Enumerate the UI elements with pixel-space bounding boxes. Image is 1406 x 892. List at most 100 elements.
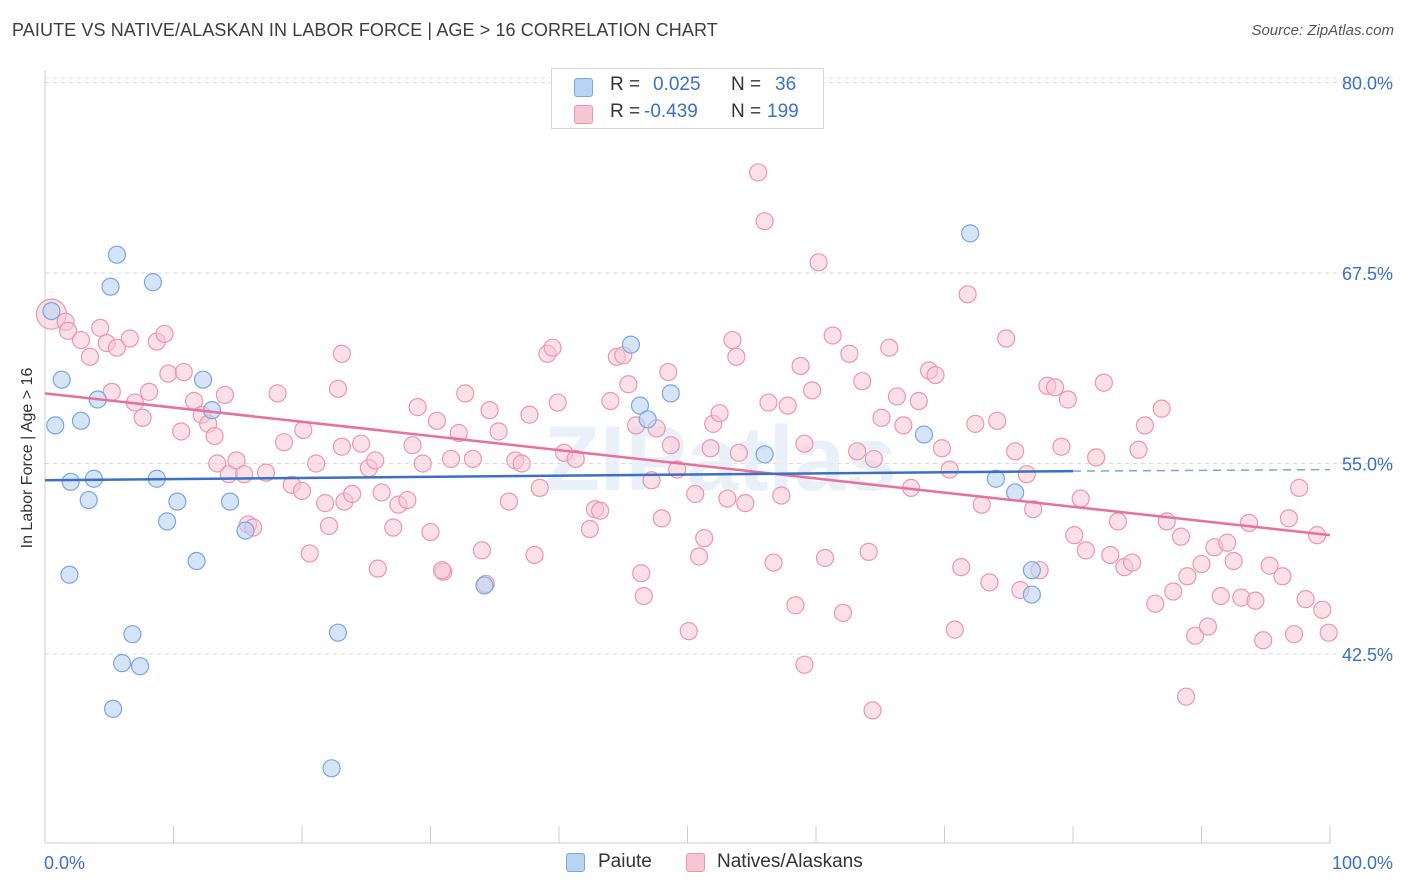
natives-point: [1052, 437, 1071, 456]
natives-point: [997, 329, 1016, 348]
natives-point: [294, 420, 313, 440]
legend-natives-label: Natives/Alaskans: [717, 851, 863, 872]
paiute-point: [46, 416, 65, 435]
paiute-point: [60, 565, 79, 584]
natives-point: [159, 364, 178, 383]
natives-trend-line: [44, 392, 1331, 537]
natives-point: [384, 518, 403, 537]
n-value-paiute: 36: [775, 74, 797, 95]
natives-point: [749, 163, 768, 182]
natives-point: [795, 434, 814, 453]
natives-point: [71, 330, 91, 350]
natives-point: [945, 620, 964, 639]
r-value-paiute: 0.025: [653, 74, 701, 95]
natives-point: [727, 347, 746, 366]
natives-point: [661, 436, 680, 455]
natives-point: [786, 596, 805, 615]
natives-point: [107, 338, 127, 357]
natives-point: [952, 558, 971, 577]
paiute-point: [755, 445, 774, 464]
natives-point: [686, 484, 705, 504]
paiute-point: [475, 576, 494, 595]
natives-point: [778, 396, 797, 415]
natives-point: [695, 529, 714, 548]
natives-point: [512, 454, 531, 473]
natives-point: [591, 501, 610, 520]
natives-point: [1087, 448, 1106, 467]
natives-point: [1313, 600, 1332, 619]
r-value-natives: -0.439: [644, 101, 698, 122]
paiute-point: [42, 302, 61, 321]
natives-point: [1218, 533, 1237, 552]
natives-point: [441, 449, 461, 469]
y-tick-label: 80.0%: [1342, 74, 1393, 94]
paiute-point: [961, 224, 980, 243]
natives-point: [413, 454, 432, 473]
y-tick-label: 42.5%: [1342, 645, 1393, 665]
natives-point: [958, 285, 977, 304]
natives-point: [1279, 509, 1298, 528]
x-tick-label-min: 0.0%: [44, 853, 85, 873]
natives-point: [1239, 513, 1259, 533]
paiute-point: [104, 699, 123, 718]
paiute-point: [130, 657, 150, 676]
natives-point: [300, 544, 319, 563]
natives-point: [205, 426, 224, 446]
natives-point: [408, 398, 427, 417]
natives-point: [1273, 567, 1292, 586]
natives-point: [1094, 373, 1113, 392]
natives-point: [833, 603, 853, 622]
natives-point: [449, 423, 468, 443]
natives-point: [652, 509, 671, 528]
natives-point: [872, 408, 891, 427]
correlation-legend: R = 0.025 N = 36 R = -0.439 N = 199: [551, 68, 824, 129]
natives-point: [352, 434, 371, 453]
natives-point: [1071, 489, 1090, 508]
natives-point: [133, 408, 152, 427]
natives-point: [432, 561, 452, 580]
natives-point: [795, 655, 814, 674]
natives-point: [332, 437, 351, 456]
natives-point: [1152, 399, 1171, 418]
r-label-natives: R =: [610, 101, 641, 122]
natives-point: [980, 573, 999, 592]
natives-point: [580, 519, 599, 539]
paiute-point: [914, 425, 934, 444]
natives-point: [1164, 582, 1183, 601]
natives-point: [659, 362, 678, 382]
paiute-point: [1006, 483, 1025, 502]
chart-title: PAIUTE VS NATIVE/ALASKAN IN LABOR FORCE …: [12, 20, 718, 40]
natives-point: [848, 442, 867, 461]
natives-point: [988, 411, 1007, 430]
natives-point: [332, 344, 351, 363]
paiute-point: [220, 492, 240, 511]
natives-point: [909, 391, 928, 411]
natives-point: [520, 405, 539, 424]
natives-point: [809, 253, 828, 272]
natives-point: [316, 494, 335, 513]
natives-point: [1178, 567, 1197, 586]
legend-paiute-label: Paiute: [598, 851, 652, 872]
natives-point: [736, 494, 755, 513]
natives-point: [864, 449, 883, 469]
natives-point: [208, 454, 227, 473]
natives-point: [926, 366, 945, 385]
natives-point: [966, 414, 985, 433]
natives-point: [840, 344, 859, 363]
paiute-point: [638, 410, 657, 429]
natives-point: [256, 463, 276, 482]
natives-point: [421, 522, 440, 542]
paiute-point: [123, 625, 142, 644]
natives-point: [480, 401, 499, 420]
natives-point: [489, 422, 508, 441]
natives-point: [1296, 590, 1315, 609]
natives-point: [632, 564, 651, 583]
natives-point: [1129, 440, 1148, 459]
natives-point: [1176, 687, 1196, 706]
natives-point: [1006, 442, 1025, 461]
paiute-points: [42, 224, 1041, 778]
axes: [44, 70, 1331, 844]
natives-point: [1198, 617, 1218, 636]
natives-point: [940, 460, 959, 479]
